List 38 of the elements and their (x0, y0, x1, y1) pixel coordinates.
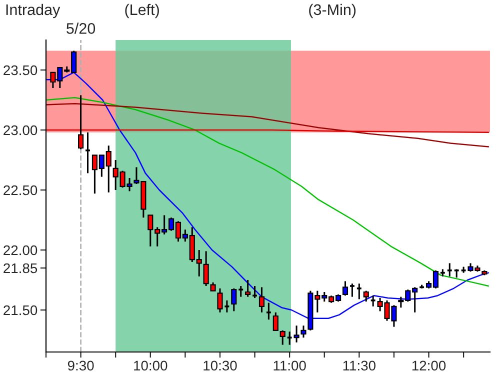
candlestick (363, 290, 369, 302)
candlestick (231, 288, 237, 312)
text: (3-Min) (309, 4, 356, 18)
y-tick-label: 21.50 (4, 305, 38, 316)
x-tick-label: 9:30 (68, 360, 94, 371)
candlestick (252, 285, 258, 299)
line-series (46, 102, 490, 148)
y-tick-label: 23.50 (4, 65, 38, 76)
candlestick (245, 279, 251, 298)
candlestick (258, 286, 265, 314)
candlestick (238, 285, 244, 298)
x-tick-label: 11:00 (274, 360, 306, 371)
text: 5/20 (66, 22, 96, 34)
x-tick-label: 12:00 (412, 360, 446, 371)
y-tick-label: 21.85 (4, 263, 38, 274)
y-tick-label: 22.00 (4, 245, 38, 256)
chart-title: Intraday (6, 4, 60, 18)
x-tick-label: 10:30 (204, 360, 237, 371)
x-tick-label: 10:00 (134, 360, 168, 371)
line-series (46, 96, 490, 287)
x-tick-label: 11:30 (343, 360, 376, 371)
y-tick-label: 22.50 (4, 185, 38, 196)
candlestick (342, 280, 348, 296)
candlestick (84, 132, 91, 174)
candlestick (356, 282, 362, 300)
candlestick (280, 330, 286, 346)
candlestick (78, 94, 84, 150)
text: (Left) (125, 4, 159, 18)
candlestick (300, 324, 306, 338)
candlestick (370, 294, 376, 308)
candlestick (286, 330, 293, 346)
candlestick (203, 250, 209, 287)
candlestick (294, 324, 300, 344)
candlestick (446, 262, 453, 278)
candlestick (266, 302, 272, 320)
candlestick (272, 312, 278, 332)
candlestick (349, 282, 356, 298)
y-tick-label: 23.00 (4, 125, 38, 136)
